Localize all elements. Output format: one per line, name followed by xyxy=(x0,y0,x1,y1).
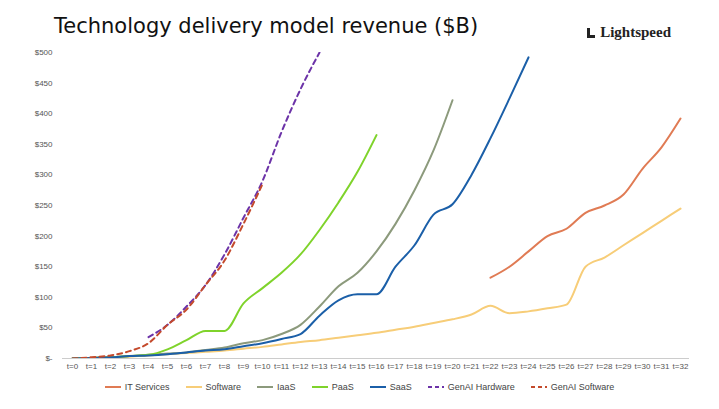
svg-text:$450: $450 xyxy=(35,79,53,88)
svg-text:$100: $100 xyxy=(35,293,53,302)
svg-text:t=27: t=27 xyxy=(578,362,594,371)
svg-text:t=23: t=23 xyxy=(502,362,518,371)
svg-text:$50: $50 xyxy=(39,323,53,332)
svg-text:t=29: t=29 xyxy=(616,362,632,371)
html-text:Lightspeed: Lightspeed xyxy=(600,24,671,40)
html-text:GenAI Hardware: GenAI Hardware xyxy=(447,382,515,392)
svg-text:t=19: t=19 xyxy=(426,362,442,371)
svg-text:t=13: t=13 xyxy=(312,362,328,371)
svg-text:t=3: t=3 xyxy=(124,362,136,371)
svg-text:t=17: t=17 xyxy=(388,362,404,371)
svg-text:t=20: t=20 xyxy=(445,362,461,371)
svg-text:t=30: t=30 xyxy=(635,362,651,371)
html-text:PaaS: PaaS xyxy=(331,382,354,392)
svg-text:t=4: t=4 xyxy=(143,362,155,371)
svg-text:t=14: t=14 xyxy=(331,362,347,371)
svg-text:t=31: t=31 xyxy=(654,362,670,371)
svg-text:t=22: t=22 xyxy=(483,362,499,371)
svg-text:t=11: t=11 xyxy=(274,362,290,371)
svg-text:t=0: t=0 xyxy=(67,362,79,371)
html-text:IaaS: IaaS xyxy=(277,382,296,392)
svg-text:t=16: t=16 xyxy=(369,362,385,371)
svg-text:t=9: t=9 xyxy=(238,362,250,371)
html-text:GenAI Software: GenAI Software xyxy=(550,382,615,392)
html-text:Software: Software xyxy=(205,382,242,392)
svg-text:$300: $300 xyxy=(35,170,53,179)
svg-text:t=6: t=6 xyxy=(181,362,193,371)
svg-text:t=2: t=2 xyxy=(105,362,117,371)
svg-text:t=7: t=7 xyxy=(200,362,212,371)
svg-text:t=26: t=26 xyxy=(559,362,575,371)
svg-text:$250: $250 xyxy=(35,201,53,210)
svg-text:t=5: t=5 xyxy=(162,362,174,371)
svg-text:t=18: t=18 xyxy=(407,362,423,371)
svg-text:t=15: t=15 xyxy=(350,362,366,371)
svg-text:t=8: t=8 xyxy=(219,362,231,371)
html-text:IT Services: IT Services xyxy=(124,382,170,392)
svg-text:$-: $- xyxy=(45,354,52,363)
svg-text:t=32: t=32 xyxy=(673,362,689,371)
svg-text:t=25: t=25 xyxy=(540,362,556,371)
svg-text:$150: $150 xyxy=(35,262,53,271)
svg-text:$350: $350 xyxy=(35,140,53,149)
svg-text:t=28: t=28 xyxy=(597,362,613,371)
svg-text:t=1: t=1 xyxy=(86,362,98,371)
svg-text:t=21: t=21 xyxy=(464,362,480,371)
svg-text:t=24: t=24 xyxy=(521,362,537,371)
svg-text:t=12: t=12 xyxy=(293,362,309,371)
svg-text:$400: $400 xyxy=(35,109,53,118)
svg-text:$500: $500 xyxy=(35,48,53,57)
svg-text:$200: $200 xyxy=(35,232,53,241)
html-text:Technology delivery model reve: Technology delivery model revenue ($B) xyxy=(54,14,479,38)
svg-text:t=10: t=10 xyxy=(255,362,271,371)
html-text:SaaS: SaaS xyxy=(389,382,412,392)
